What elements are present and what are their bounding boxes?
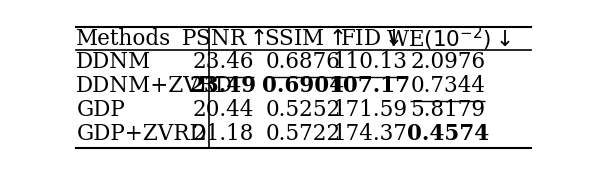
Text: PSNR$\uparrow$: PSNR$\uparrow$ (181, 28, 265, 50)
Text: GDP+ZVRD: GDP+ZVRD (76, 123, 207, 145)
Text: 0.5722: 0.5722 (266, 123, 341, 145)
Text: 107.17: 107.17 (329, 75, 411, 97)
Text: 2.0976: 2.0976 (410, 51, 485, 73)
Text: WE$(10^{-2})$$\downarrow$: WE$(10^{-2})$$\downarrow$ (385, 24, 510, 53)
Text: FID$\downarrow$: FID$\downarrow$ (340, 28, 400, 50)
Text: 110.13: 110.13 (333, 51, 407, 73)
Text: 23.49: 23.49 (189, 75, 257, 97)
Text: 0.7344: 0.7344 (410, 75, 485, 97)
Text: 174.37: 174.37 (333, 123, 407, 145)
Text: 0.5252: 0.5252 (266, 99, 341, 121)
Text: 0.6876: 0.6876 (266, 51, 341, 73)
Text: DDNM+ZVRD: DDNM+ZVRD (76, 75, 233, 97)
Text: 21.18: 21.18 (192, 123, 254, 145)
Text: 0.4574: 0.4574 (407, 123, 489, 145)
Text: 20.44: 20.44 (192, 99, 254, 121)
Text: 171.59: 171.59 (332, 99, 407, 121)
Text: GDP: GDP (76, 99, 125, 121)
Text: SSIM$\uparrow$: SSIM$\uparrow$ (263, 28, 343, 50)
Text: 0.6904: 0.6904 (262, 75, 345, 97)
Text: 23.46: 23.46 (192, 51, 254, 73)
Text: DDNM: DDNM (76, 51, 152, 73)
Text: Methods: Methods (76, 28, 172, 50)
Text: 5.8179: 5.8179 (410, 99, 485, 121)
